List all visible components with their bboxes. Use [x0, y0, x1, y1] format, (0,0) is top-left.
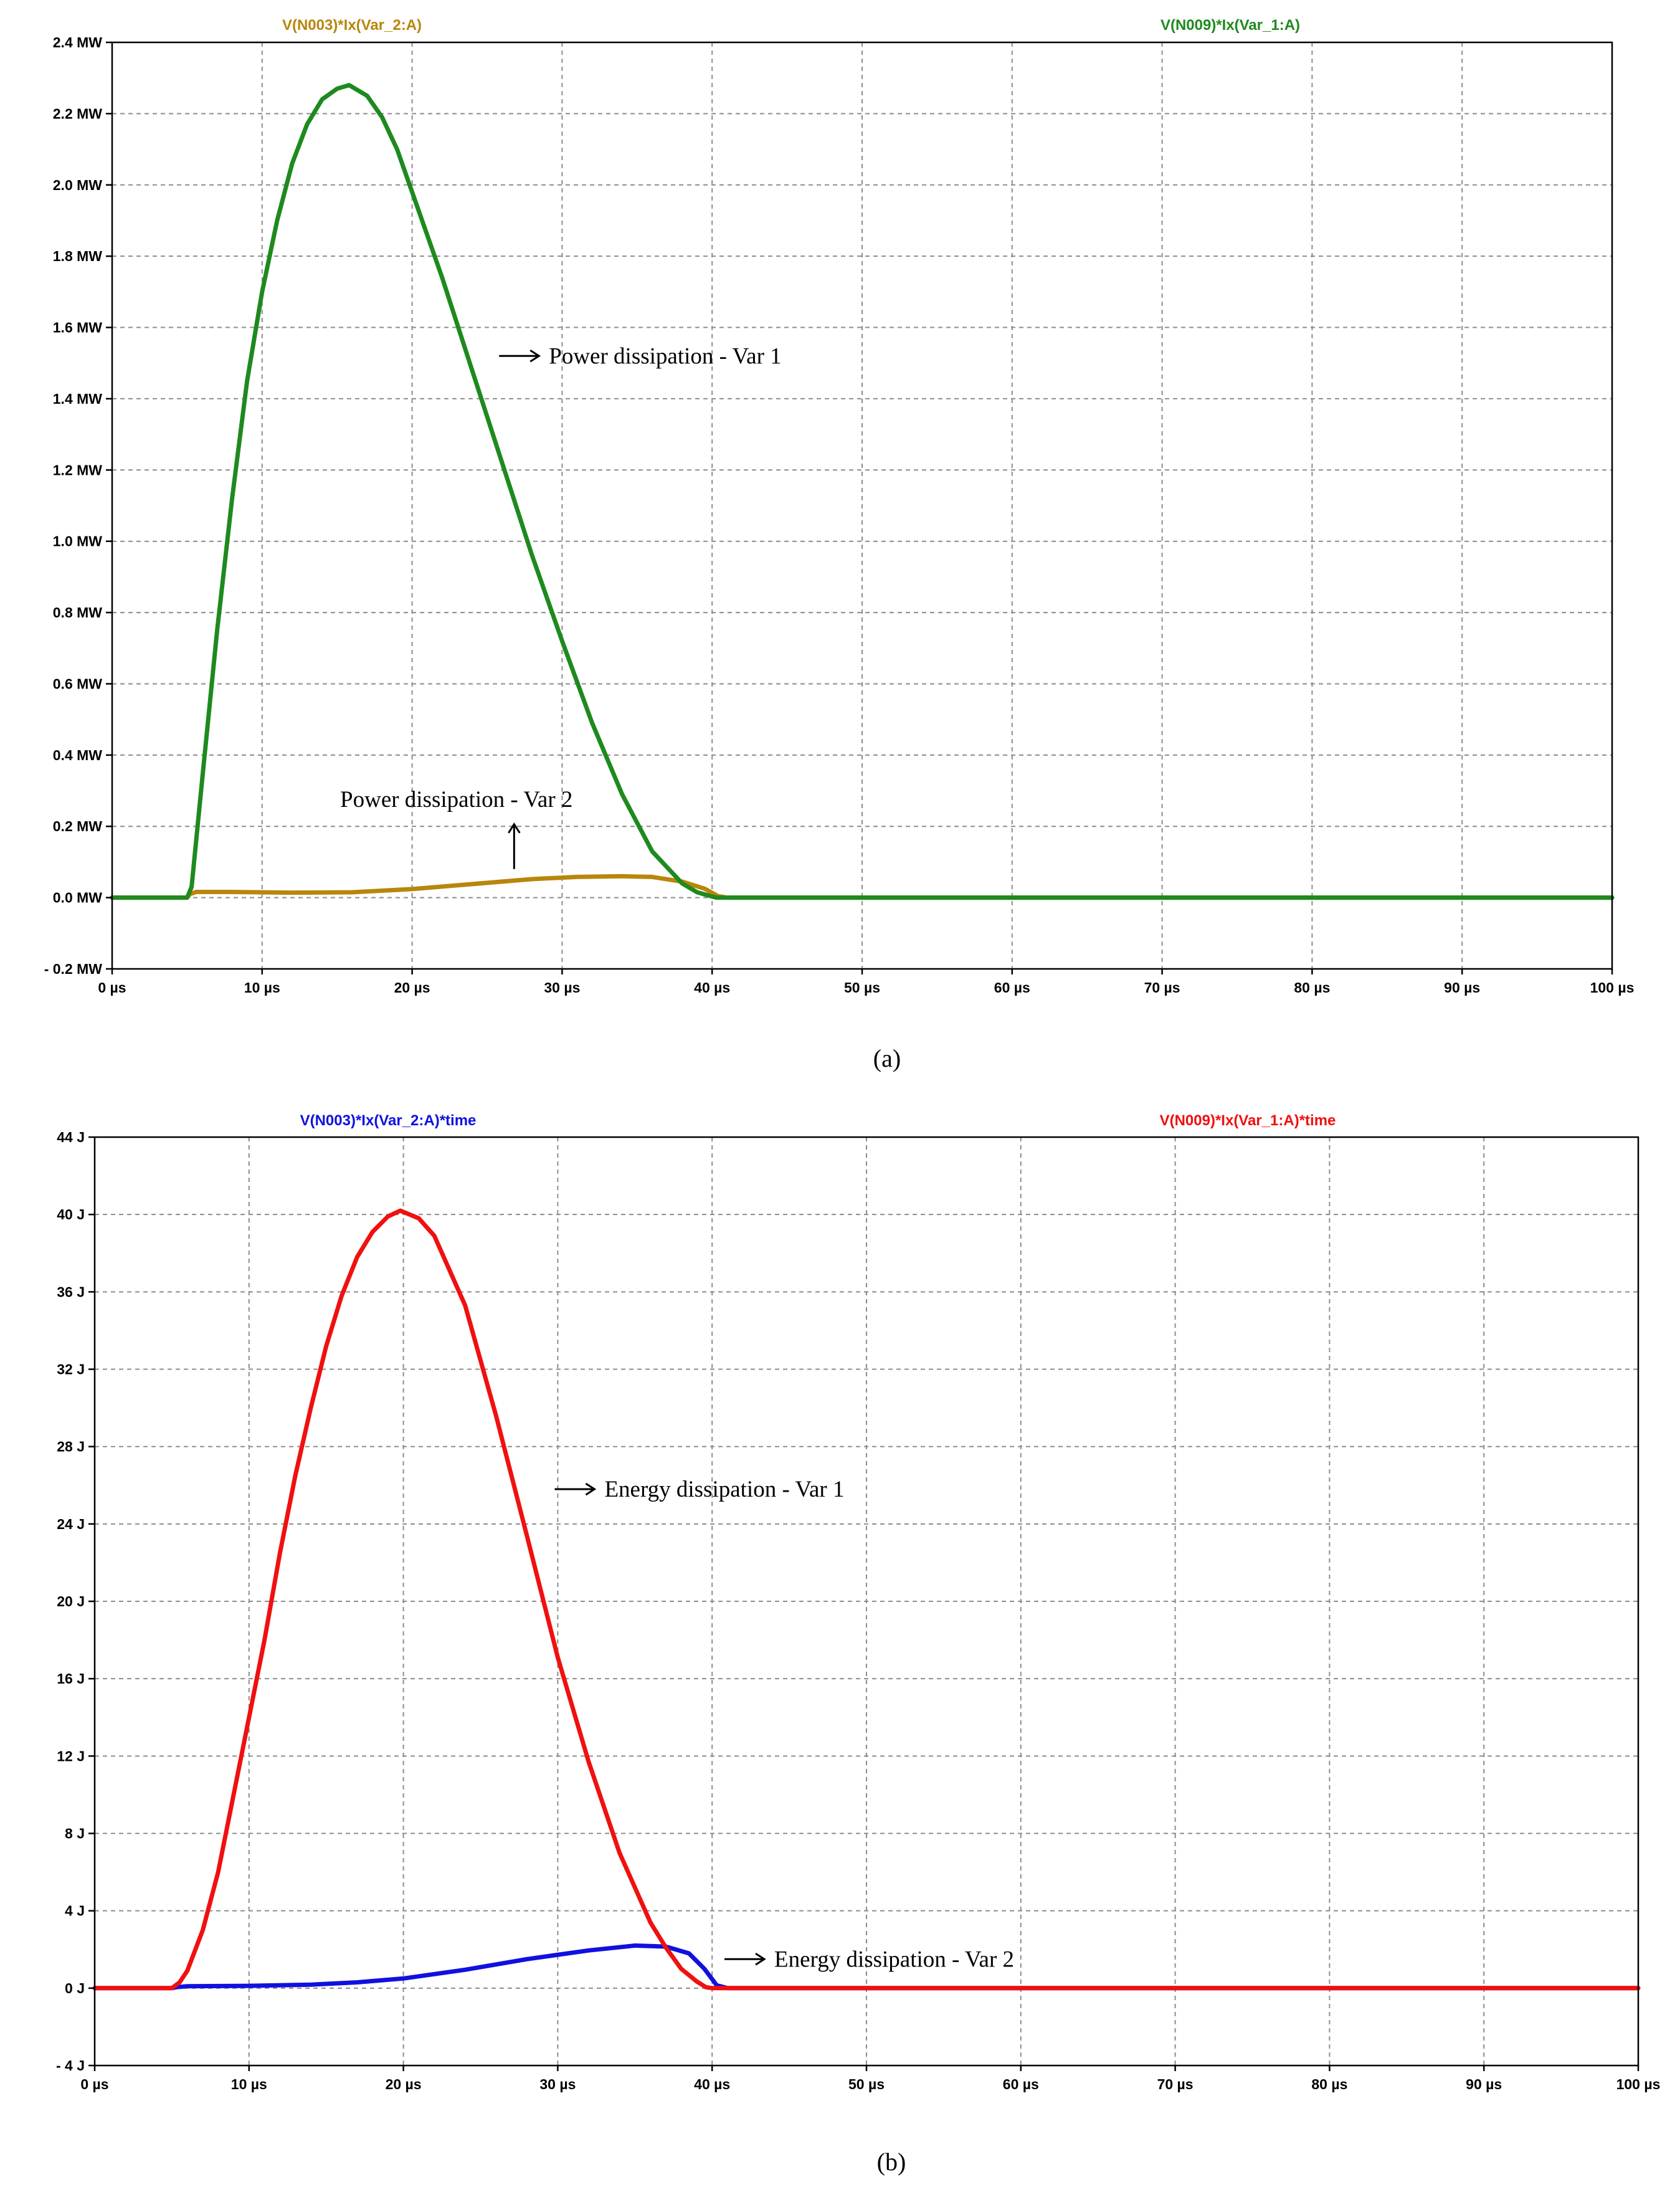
y-tick-label: 1.0 MW — [53, 533, 103, 550]
x-tick-label: 20 µs — [394, 979, 430, 996]
x-tick-label: 90 µs — [1444, 979, 1480, 996]
y-tick-label: 8 J — [65, 1826, 85, 1842]
energy-annotation-2: Energy dissipation - Var 2 — [774, 1947, 1014, 1972]
y-tick-label: 20 J — [57, 1593, 85, 1609]
x-tick-label: 30 µs — [539, 2076, 576, 2092]
power-chart-annotations: Power dissipation - Var 1 Power dissipati… — [340, 343, 782, 869]
x-tick-label: 40 µs — [694, 979, 730, 996]
y-tick-label: 0.6 MW — [53, 675, 103, 692]
x-tick-label: 40 µs — [694, 2076, 730, 2092]
x-tick-label: 80 µs — [1311, 2076, 1347, 2092]
annotation-arrowhead — [508, 822, 521, 834]
x-tick-label: 20 µs — [386, 2076, 422, 2092]
x-tick-label: 30 µs — [544, 979, 580, 996]
y-tick-label: 0.8 MW — [53, 604, 103, 621]
x-tick-label: 70 µs — [1144, 979, 1180, 996]
annotation-arrowhead — [585, 1482, 597, 1496]
y-tick-label: 1.8 MW — [53, 248, 103, 264]
energy-chart-ticks: 0 µs 10 µs 20 µs 30 µs 40 µs 50 µs 60 µs 70 µs 8… — [56, 1129, 1660, 2092]
annotation-arrowhead — [529, 350, 541, 363]
x-tick-label: 0 µs — [98, 979, 126, 996]
y-tick-label: 36 J — [57, 1284, 85, 1300]
power-trace-label-2: V(N009)*Ix(Var_1:A) — [1160, 17, 1300, 34]
power-series-line-1 — [110, 874, 1615, 900]
y-tick-label: 0.2 MW — [53, 818, 103, 834]
power-chart-series — [110, 83, 1615, 900]
x-tick-label: 50 µs — [844, 979, 880, 996]
y-tick-label: 0.0 MW — [53, 890, 103, 906]
power-chart-ticks: 0 µs 10 µs 20 µs 30 µs 40 µs 50 µs 60 µs 70 µs 8… — [44, 34, 1635, 996]
power-chart-panel: 0 µs 10 µs 20 µs 30 µs 40 µs 50 µs 60 µs 70 µs 8… — [44, 17, 1635, 1072]
y-tick-label: 24 J — [57, 1516, 85, 1532]
y-tick-label: 16 J — [57, 1670, 85, 1687]
energy-chart-series — [92, 1208, 1641, 1991]
power-series-line-2 — [110, 83, 1615, 900]
y-tick-label: 2.0 MW — [53, 177, 103, 193]
power-chart-trace-labels: V(N003)*Ix(Var_2:A) V(N009)*Ix(Var_1:A) — [282, 17, 1300, 34]
energy-trace-label-1: V(N003)*Ix(Var_2:A)*time — [300, 1112, 477, 1129]
x-tick-label: 80 µs — [1294, 979, 1330, 996]
x-tick-label: 90 µs — [1466, 2076, 1502, 2092]
energy-annotation-1: Energy dissipation - Var 1 — [604, 1477, 844, 1502]
y-tick-label: 40 J — [57, 1206, 85, 1222]
y-tick-label: 1.6 MW — [53, 320, 103, 336]
power-trace-label-1: V(N003)*Ix(Var_2:A) — [282, 17, 422, 34]
energy-trace-label-2: V(N009)*Ix(Var_1:A)*time — [1160, 1112, 1336, 1129]
x-tick-label: 100 µs — [1590, 979, 1635, 996]
power-chart-grid — [112, 42, 1612, 969]
power-annotation-1: Power dissipation - Var 1 — [549, 343, 781, 369]
x-tick-label: 70 µs — [1157, 2076, 1194, 2092]
power-chart-caption: (a) — [873, 1044, 901, 1072]
y-tick-label: 1.2 MW — [53, 462, 103, 478]
y-tick-label: 4 J — [65, 1903, 85, 1919]
y-tick-label: - 0.2 MW — [44, 961, 103, 977]
energy-chart-grid — [95, 1137, 1638, 2066]
y-tick-label: 2.4 MW — [53, 34, 103, 50]
energy-series-line-1 — [92, 1943, 1641, 1991]
x-tick-label: 60 µs — [994, 979, 1030, 996]
x-tick-label: 0 µs — [80, 2076, 108, 2092]
x-tick-label: 100 µs — [1616, 2076, 1661, 2092]
x-tick-label: 10 µs — [244, 979, 280, 996]
y-tick-label: 32 J — [57, 1361, 85, 1378]
y-tick-label: 44 J — [57, 1129, 85, 1145]
annotation-arrowhead — [755, 1953, 766, 1966]
y-tick-label: 12 J — [57, 1748, 85, 1764]
x-tick-label: 50 µs — [848, 2076, 885, 2092]
y-tick-label: 1.4 MW — [53, 391, 103, 407]
y-tick-label: 28 J — [57, 1439, 85, 1455]
x-tick-label: 10 µs — [231, 2076, 267, 2092]
energy-chart-caption: (b) — [877, 2148, 906, 2176]
y-tick-label: 0 J — [65, 1980, 85, 1996]
y-tick-label: 0.4 MW — [53, 747, 103, 763]
y-tick-label: - 4 J — [56, 2057, 85, 2074]
energy-chart-panel: 0 µs 10 µs 20 µs 30 µs 40 µs 50 µs 60 µs 70 µs 8… — [56, 1112, 1660, 2176]
x-tick-label: 60 µs — [1003, 2076, 1039, 2092]
energy-chart-annotations: Energy dissipation - Var 1 Energy dissipa… — [554, 1477, 1014, 1972]
energy-series-line-2 — [92, 1208, 1641, 1991]
power-annotation-2: Power dissipation - Var 2 — [340, 787, 572, 812]
energy-chart-trace-labels: V(N003)*Ix(Var_2:A)*time V(N009)*Ix(Var_1… — [300, 1112, 1336, 1129]
y-tick-label: 2.2 MW — [53, 105, 103, 122]
